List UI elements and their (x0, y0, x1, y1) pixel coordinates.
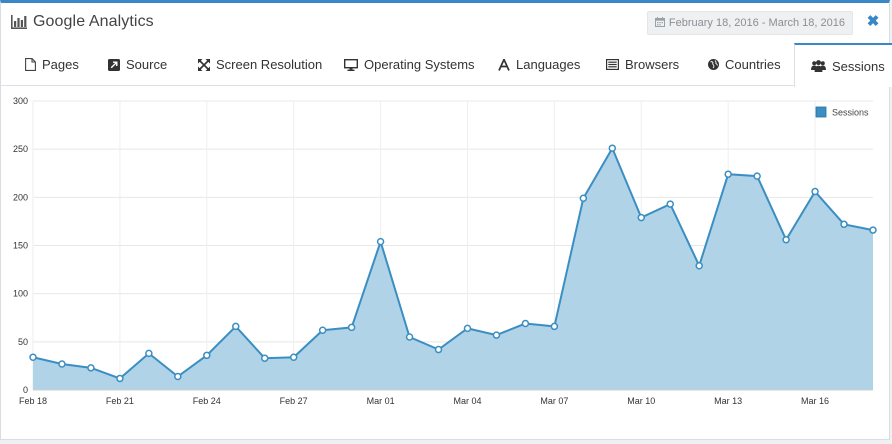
x-tick-label: Mar 13 (714, 396, 742, 406)
x-tick-label: Mar 10 (627, 396, 655, 406)
file-icon (25, 58, 36, 71)
tab-bar: Pages Source Screen Resolution Operating… (1, 43, 892, 87)
tab-label: Source (126, 57, 168, 72)
sessions-area (33, 148, 873, 390)
data-point (376, 237, 385, 246)
x-tick-label: Feb 27 (280, 396, 308, 406)
tab-label: Browsers (625, 57, 680, 72)
data-point (29, 353, 37, 361)
data-point (58, 360, 66, 368)
date-range-button[interactable]: February 18, 2016 - March 18, 2016 (646, 11, 853, 35)
users-icon (811, 60, 826, 72)
tab-label: Operating Systems (364, 57, 475, 72)
bar-chart-icon (11, 15, 27, 29)
panel-title-group: Google Analytics (11, 12, 154, 32)
sessions-chart: 0 50 100 150 200 250 300 Feb 18 Feb 21 Feb 24 Feb … (1, 86, 889, 438)
calendar-icon (654, 16, 665, 30)
arrows-expand-icon (198, 58, 210, 71)
x-tick-label: Feb 18 (19, 396, 47, 406)
data-point (550, 322, 559, 331)
data-point (347, 323, 356, 332)
data-point (695, 261, 703, 270)
desktop-icon (344, 58, 358, 71)
data-point (289, 353, 298, 361)
tab-browsers[interactable]: Browsers (606, 43, 679, 86)
data-point (87, 364, 95, 372)
x-tick-label: Mar 07 (540, 396, 568, 406)
data-point (463, 324, 472, 333)
tab-operating-systems[interactable]: Operating Systems (344, 43, 475, 86)
legend-swatch (815, 106, 827, 118)
tab-label: Countries (725, 57, 781, 72)
data-point (492, 331, 501, 339)
data-point (869, 226, 877, 234)
y-tick-label: 0 (23, 385, 28, 395)
tab-sessions[interactable]: Sessions (794, 43, 892, 87)
data-point (174, 372, 182, 381)
font-icon (498, 58, 510, 71)
data-point (232, 322, 240, 331)
data-point (840, 220, 848, 229)
data-point (260, 354, 269, 362)
panel-header: Google Analytics February 18, 2016 - Mar… (1, 3, 889, 43)
x-tick-label: Mar 04 (453, 396, 481, 406)
data-point (666, 200, 674, 208)
data-point (782, 235, 790, 244)
data-point (753, 172, 761, 180)
tab-pages[interactable]: Pages (25, 43, 79, 86)
list-icon (606, 59, 619, 70)
data-point (579, 194, 588, 203)
data-point (318, 326, 327, 335)
legend-label: Sessions (832, 108, 869, 118)
close-icon[interactable]: ✖ (866, 13, 880, 30)
x-tick-label: Feb 21 (106, 396, 134, 406)
tab-languages[interactable]: Languages (498, 43, 580, 86)
y-tick-label: 50 (18, 337, 28, 347)
x-tick-label: Mar 16 (801, 396, 829, 406)
data-point (608, 144, 617, 152)
tab-source[interactable]: Source (108, 43, 167, 86)
data-point (203, 351, 211, 360)
tab-label: Sessions (832, 58, 885, 74)
y-tick-label: 100 (13, 289, 28, 299)
globe-icon (708, 59, 719, 70)
data-point (811, 187, 819, 196)
x-tick-label: Mar 01 (367, 396, 395, 406)
external-link-icon (108, 58, 120, 71)
y-tick-label: 300 (13, 96, 28, 106)
data-point (145, 349, 153, 358)
tab-label: Screen Resolution (216, 57, 323, 72)
y-tick-label: 250 (13, 144, 28, 154)
data-point (521, 319, 530, 328)
tab-countries[interactable]: Countries (708, 43, 781, 86)
data-point (116, 374, 124, 383)
data-point (405, 333, 414, 341)
data-point (434, 345, 443, 354)
chart-svg: 0 50 100 150 200 250 300 Feb 18 Feb 21 Feb 24 Feb … (13, 96, 877, 406)
y-tick-label: 150 (13, 241, 28, 251)
y-tick-label: 200 (13, 192, 28, 202)
date-range-label: February 18, 2016 - March 18, 2016 (668, 17, 845, 29)
tab-screen-resolution[interactable]: Screen Resolution (198, 43, 322, 86)
panel-title: Google Analytics (33, 13, 154, 30)
data-point (637, 213, 646, 222)
tab-label: Pages (42, 57, 79, 72)
sessions-line (32, 145, 874, 380)
data-point (724, 170, 732, 178)
x-tick-label: Feb 24 (193, 396, 221, 406)
tab-label: Languages (516, 57, 581, 72)
